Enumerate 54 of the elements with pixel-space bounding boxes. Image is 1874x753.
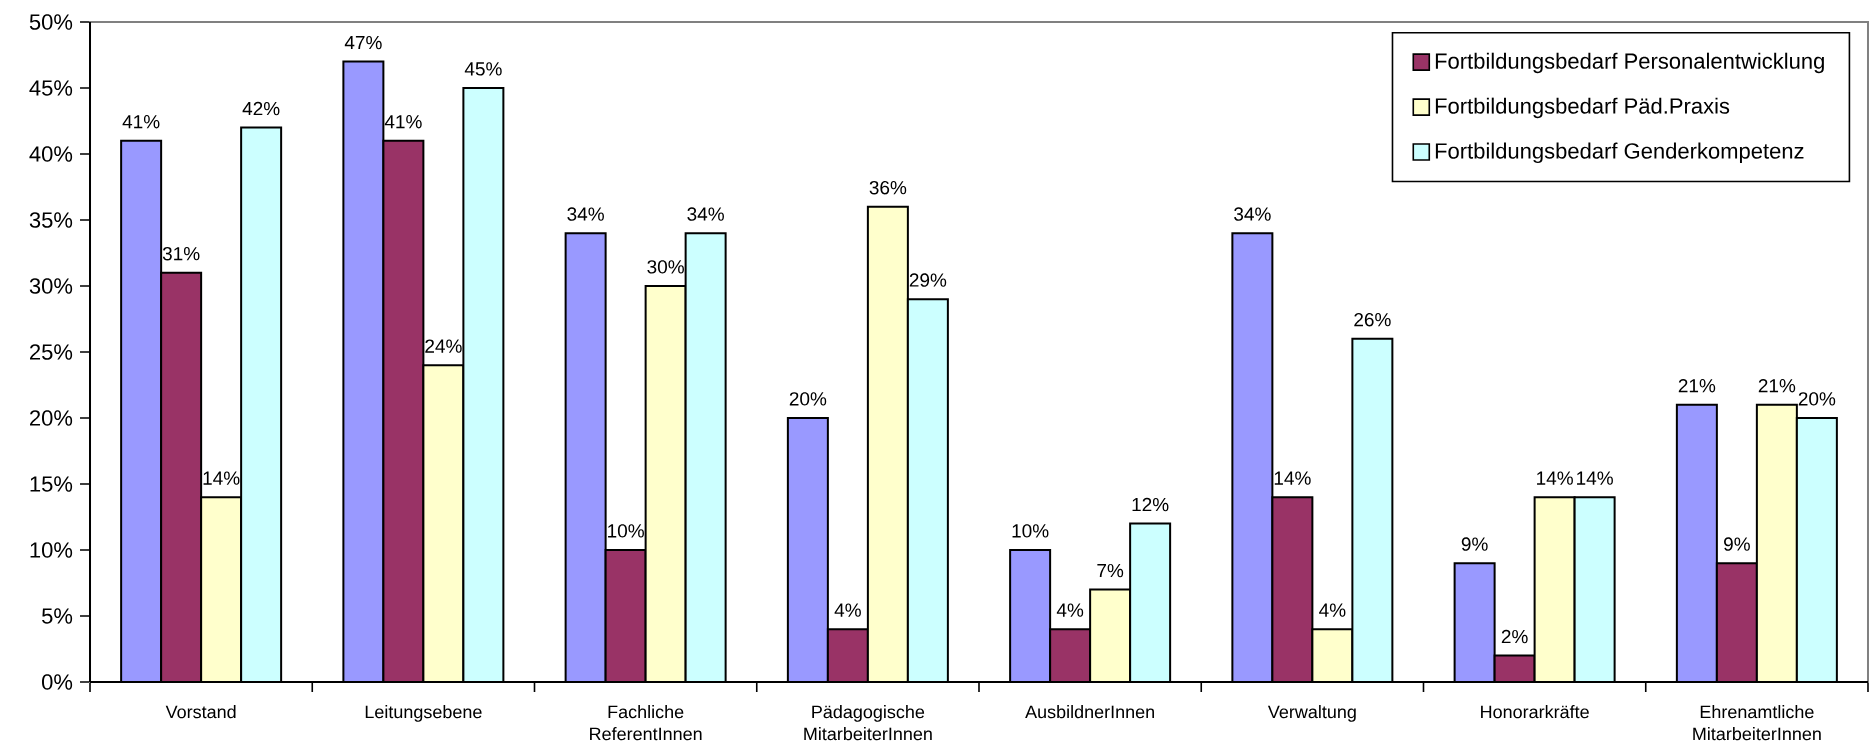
data-label: 14% [1274, 471, 1311, 485]
x-tick-label: Fachliche ReferentInnen [590, 705, 702, 741]
data-label: 14% [203, 471, 240, 485]
y-tick-label: 30% [29, 278, 73, 294]
data-label: 47% [344, 35, 382, 50]
data-label: 21% [1678, 379, 1716, 393]
data-label: 12% [1132, 497, 1169, 512]
legend-label: Fortbildungsbedarf Päd.Praxis [1435, 97, 1730, 119]
data-label: 14% [1577, 471, 1613, 485]
data-label: 41% [384, 115, 422, 129]
data-label: 10% [1012, 524, 1049, 538]
x-tick-label: Vorstand [165, 705, 236, 719]
data-label: 20% [1798, 392, 1836, 406]
data-label: 34% [687, 207, 724, 221]
data-label: 31% [162, 246, 200, 261]
legend-label: Fortbildungsbedarf Personalentwicklung [1435, 52, 1824, 74]
data-label: 36% [869, 180, 907, 195]
x-tick-label: Verwaltung [1267, 705, 1356, 722]
x-tick-label: Ehrenamtliche MitarbeiterInnen [1693, 705, 1821, 741]
data-label: 26% [1354, 312, 1391, 327]
y-tick-label: 15% [30, 476, 73, 492]
data-label: 4% [834, 603, 861, 617]
x-tick-label: AusbildnerInnen [1025, 705, 1154, 719]
data-label: 14% [1537, 471, 1573, 485]
y-tick-label: 10% [30, 542, 73, 558]
y-tick-label: 45% [29, 80, 73, 96]
y-tick-label: 35% [29, 212, 73, 228]
data-label: 4% [1319, 603, 1346, 617]
data-label: 10% [608, 524, 644, 538]
data-label: 30% [647, 260, 684, 274]
data-label: 41% [122, 115, 160, 129]
x-tick-label: Leitungsebene [365, 705, 482, 722]
x-tick-label: Pädagogische MitarbeiterInnen [804, 705, 932, 741]
data-label: 34% [567, 207, 604, 221]
data-label: 45% [464, 62, 502, 76]
data-label: 7% [1097, 563, 1124, 578]
data-label: 4% [1056, 603, 1084, 617]
data-label: 34% [1234, 207, 1271, 221]
legend-label: Fortbildungsbedarf Genderkompetenz [1435, 142, 1804, 164]
data-label: 20% [789, 392, 827, 406]
y-tick-label: 5% [42, 608, 73, 624]
y-tick-label: 40% [29, 146, 73, 162]
y-tick-label: 25% [30, 344, 73, 360]
data-label: 29% [909, 273, 947, 287]
data-label: 42% [242, 101, 280, 116]
data-label: 2% [1501, 629, 1528, 644]
data-label: 9% [1461, 537, 1488, 551]
data-label: 21% [1758, 379, 1796, 393]
data-label: 9% [1724, 537, 1750, 551]
y-tick-label: 50% [29, 14, 73, 30]
data-label: 24% [425, 339, 462, 353]
y-tick-label: 20% [30, 410, 73, 426]
y-tick-label: 0% [41, 674, 73, 690]
x-tick-label: Honorarkräfte [1481, 705, 1589, 719]
